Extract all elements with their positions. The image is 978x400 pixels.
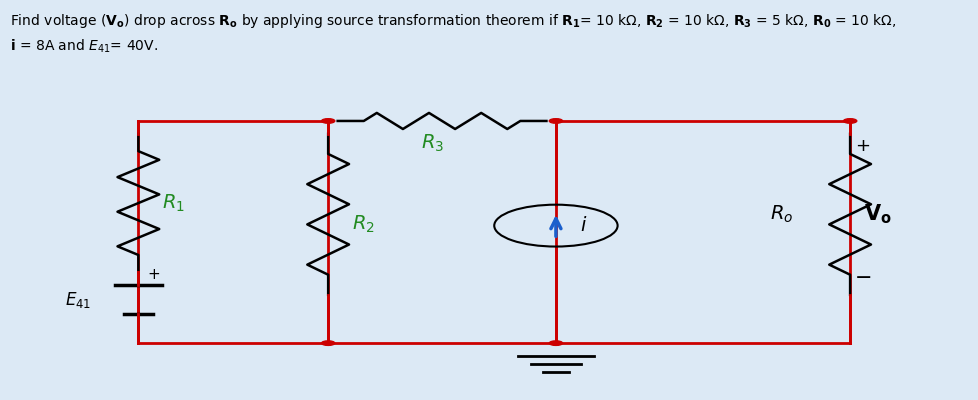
Text: +: +	[854, 137, 869, 155]
Circle shape	[321, 119, 334, 123]
Text: $R_1$: $R_1$	[162, 192, 185, 214]
Text: $R_3$: $R_3$	[421, 133, 444, 154]
Circle shape	[843, 119, 856, 123]
Circle shape	[321, 341, 334, 345]
Text: −: −	[854, 268, 871, 288]
Text: +: +	[148, 267, 160, 282]
Text: $i$: $i$	[579, 216, 587, 235]
Text: Find voltage ($\mathbf{V_o}$) drop across $\mathbf{R_o}$ by applying source tran: Find voltage ($\mathbf{V_o}$) drop acros…	[10, 12, 895, 55]
Text: $R_2$: $R_2$	[351, 213, 375, 235]
Circle shape	[549, 119, 562, 123]
Text: $\mathbf{V_o}$: $\mathbf{V_o}$	[864, 202, 891, 226]
Text: $E_{41}$: $E_{41}$	[65, 290, 91, 310]
Text: $R_o$: $R_o$	[769, 204, 792, 225]
Circle shape	[549, 341, 562, 345]
